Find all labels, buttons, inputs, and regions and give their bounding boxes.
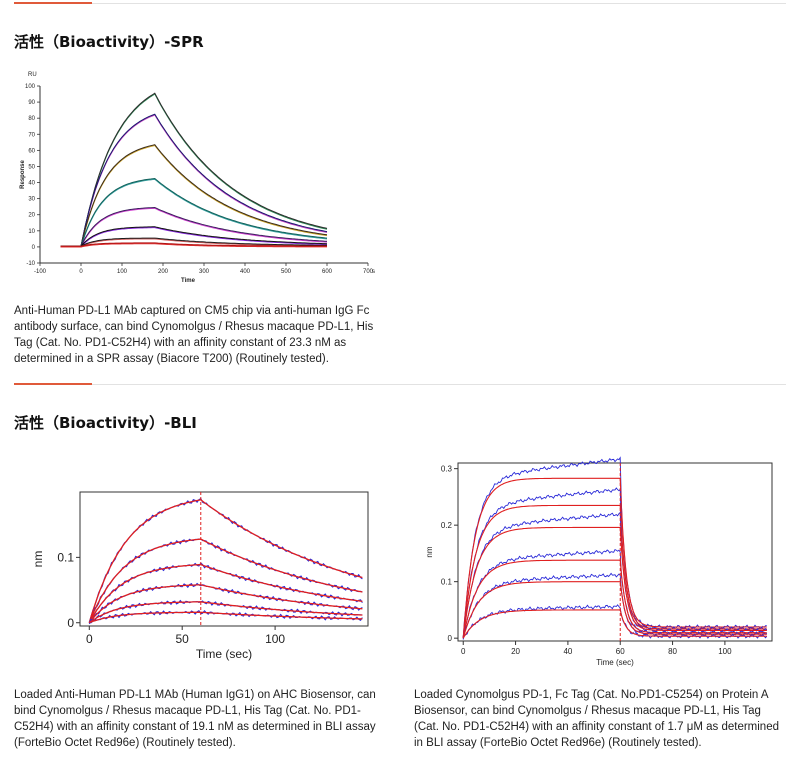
bli-right-y-label: nm: [425, 546, 434, 557]
spr-y-tick-label: 70: [28, 132, 35, 138]
bli-right-chart: 0 0.1 0.2 0.3 0 20 40 60 80 100 Time (sec) nm: [425, 456, 773, 667]
bli-right-data-curve-c2: [462, 487, 768, 638]
bli-right-y-tick-label: 0.2: [441, 521, 453, 530]
bli-right-x-tick-label: 100: [718, 647, 732, 656]
spr-y-tick-label: 0: [32, 245, 36, 251]
bli-right-fit-curve-c3: [462, 526, 767, 639]
bli-left-x-tick-label: 100: [265, 632, 285, 646]
spr-x-unit: s: [372, 269, 375, 275]
bli-right-y-tick-label: 0.1: [441, 577, 453, 586]
bli-left-fit-curve-c2: [88, 538, 363, 623]
bli-right-x-tick-label: 0: [461, 647, 466, 656]
spr-caption: Anti-Human PD-L1 MAb captured on CM5 chi…: [14, 305, 374, 365]
spr-x-tick-label: 200: [158, 269, 169, 275]
bli-divider: [14, 384, 786, 385]
spr-fit-curve-c3: [60, 144, 328, 248]
spr-fit-curve-c5: [60, 207, 328, 248]
spr-sensorgram-curve-c6: [60, 226, 328, 247]
bli-right-x-tick-label: 20: [511, 647, 520, 656]
bli-left-fit-curve-c5: [88, 601, 363, 624]
bli-right-y-tick-label: 0: [448, 634, 453, 643]
bli-left-plot-frame: [79, 491, 369, 627]
spr-x-tick-label: 300: [199, 269, 210, 275]
bli-right-fit-curve-c4: [462, 559, 767, 639]
spr-x-tick-label: -100: [34, 269, 47, 275]
spr-x-tick-label: 400: [240, 269, 251, 275]
bli-right-data-curve-c1: [462, 456, 767, 639]
spr-y-tick-label: 50: [28, 164, 35, 170]
top-divider: [14, 3, 786, 4]
spr-y-tick-label: 100: [25, 84, 36, 90]
bli-left-x-label: Time (sec): [196, 647, 252, 661]
bli-left-fit-curve-c4: [88, 584, 363, 624]
bli-section-title: 活性（Bioactivity）-BLI: [14, 414, 197, 432]
bli-right-x-label: Time (sec): [596, 658, 634, 667]
spr-fit-curve-c4: [60, 178, 328, 248]
bli-right-caption: Loaded Cynomolgus PD-1, Fc Tag (Cat. No.…: [414, 689, 779, 749]
spr-y-tick-label: 30: [28, 197, 35, 203]
spr-sensorgram-curve-c5: [60, 206, 328, 247]
spr-fit-curve-c6: [60, 227, 328, 248]
bli-right-fit-curve-c2: [462, 504, 767, 639]
spr-y-label: Response: [20, 160, 26, 189]
spr-x-tick-label: 0: [79, 269, 83, 275]
bli-right-fit-curve-c6: [462, 609, 767, 639]
spr-sensorgram-curve-c3: [60, 144, 328, 247]
bli-right-y-tick-label: 0.3: [441, 464, 453, 473]
spr-fit-curve-c8: [60, 243, 327, 248]
bli-left-caption: Loaded Anti-Human PD-L1 MAb (Human IgG1)…: [14, 689, 376, 749]
spr-y-tick-label: 10: [28, 229, 35, 235]
spr-y-tick-label: 60: [28, 148, 35, 154]
spr-x-label: Time: [181, 278, 196, 282]
top-divider-accent: [14, 2, 92, 4]
bli-left-fit-curve-c1: [88, 499, 363, 623]
spr-y-tick-label: 40: [28, 181, 35, 187]
bli-right-plot-frame: [457, 462, 773, 642]
spr-x-tick-label: 700: [363, 269, 374, 275]
bli-left-y-label: nm: [31, 551, 45, 568]
bli-right-x-tick-label: 60: [616, 647, 625, 656]
spr-y-tick-label: 20: [28, 213, 35, 219]
bli-right-x-tick-label: 40: [563, 647, 572, 656]
spr-x-tick-label: 600: [322, 269, 333, 275]
spr-sensorgram-curve-c7: [60, 237, 327, 247]
spr-y-tick-label: -10: [26, 261, 35, 267]
bli-left-y-tick-label: 0: [67, 616, 74, 630]
spr-sensorgram-curve-c1: [60, 92, 328, 247]
spr-y-tick-label: 80: [28, 116, 35, 122]
bli-divider-accent: [14, 383, 92, 385]
spr-sensorgram-curve-c8: [60, 242, 327, 247]
spr-section-title: 活性（Bioactivity）-SPR: [14, 33, 204, 51]
bli-right-data-curve-c4: [462, 549, 767, 638]
bli-right-data-curve-c3: [462, 511, 768, 638]
spr-sensorgram-curve-c2: [60, 113, 328, 247]
bli-right-fit-curve-c1: [462, 477, 767, 639]
spr-x-tick-label: 100: [117, 269, 128, 275]
spr-sensorgram-curve-c4: [60, 177, 328, 247]
spr-y-unit: RU: [28, 72, 37, 78]
bli-left-x-tick-label: 50: [176, 632, 190, 646]
bli-right-fit-curve-c5: [462, 581, 767, 639]
bli-left-chart: 0 0.1 0 50 100 Time (sec) nm: [31, 491, 369, 661]
bli-left-y-tick-label: 0.1: [57, 551, 74, 565]
bli-left-fit-curve-c3: [88, 563, 363, 624]
spr-y-tick-label: 90: [28, 100, 35, 106]
bli-left-fit-curve-c6: [89, 611, 363, 624]
bli-right-x-tick-label: 80: [668, 647, 677, 656]
spr-x-tick-label: 500: [281, 269, 292, 275]
bli-left-x-tick-label: 0: [86, 632, 93, 646]
